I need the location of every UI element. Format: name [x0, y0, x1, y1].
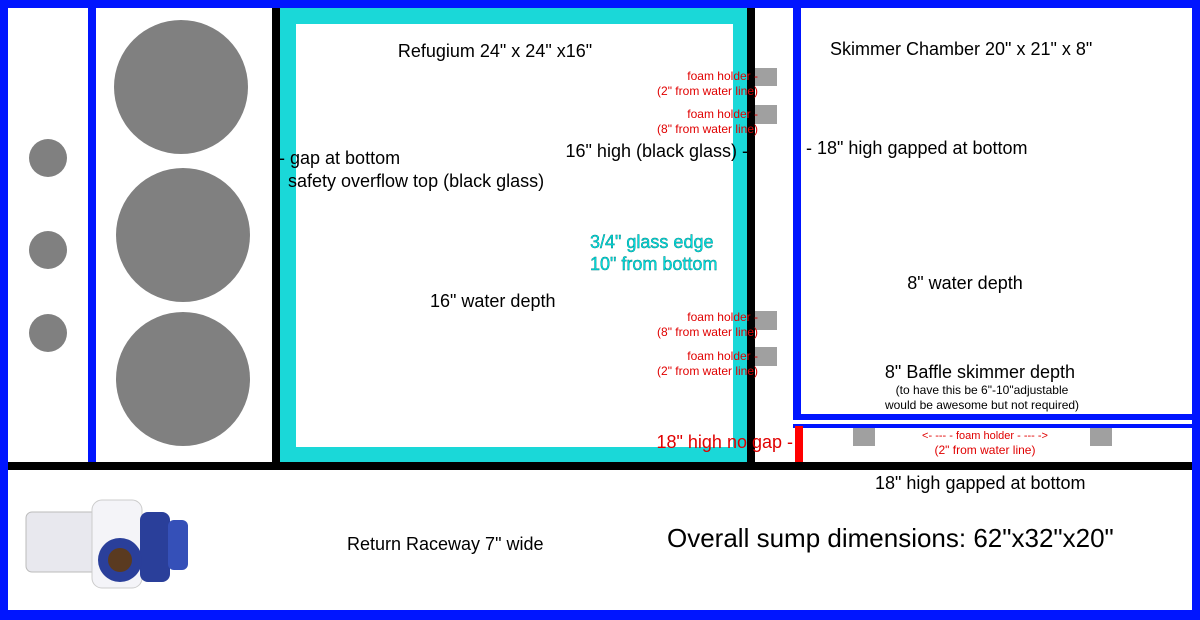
- foam-label: foam holder -: [687, 349, 758, 363]
- skimmer-title: Skimmer Chamber 20" x 21" x 8": [830, 39, 1092, 59]
- foam-note: (2" from water line): [657, 84, 758, 98]
- baffle: [793, 8, 801, 420]
- water-depth: 8" water depth: [907, 273, 1022, 293]
- overall-dimensions: Overall sump dimensions: 62"x32"x20": [667, 523, 1114, 553]
- baffle-note: (to have this be 6"-10"adjustable: [896, 383, 1069, 397]
- small-pipe: [29, 231, 67, 269]
- black-glass: [272, 8, 280, 462]
- overflow-label: safety overflow top (black glass): [288, 171, 544, 191]
- refugium-title: Refugium 24" x 24" x16": [398, 41, 592, 61]
- wall-label: 16" high (black glass) -: [566, 141, 748, 161]
- foam-holder: [755, 347, 777, 366]
- wall-label: - 18" high gapped at bottom: [806, 138, 1028, 158]
- foam-note: (2" from water line): [935, 443, 1036, 457]
- filter-sock: [116, 168, 250, 302]
- overflow-label: - gap at bottom: [279, 148, 400, 168]
- glass-edge-label: 3/4" glass edge: [590, 232, 713, 252]
- black-glass: [747, 8, 755, 462]
- filter-sock: [114, 20, 248, 154]
- foam-label: foam holder -: [687, 69, 758, 83]
- foam-holder: [755, 105, 777, 124]
- divider: [88, 8, 96, 462]
- baffle-label: 8" Baffle skimmer depth: [885, 362, 1075, 382]
- foam-label: foam holder -: [687, 310, 758, 324]
- foam-label: foam holder -: [687, 107, 758, 121]
- no-gap-wall: [795, 426, 803, 462]
- filter-sock: [116, 312, 250, 446]
- baffle-note: would be awesome but not required): [884, 398, 1079, 412]
- foam-note: (8" from water line): [657, 122, 758, 136]
- return-pump: [25, 499, 188, 589]
- foam-holder: [755, 68, 777, 86]
- water-depth: 16" water depth: [430, 291, 555, 311]
- foam-holder: [755, 311, 777, 330]
- wall-label: 18" high gapped at bottom: [875, 473, 1086, 493]
- small-pipe: [29, 314, 67, 352]
- foam-note: (2" from water line): [657, 364, 758, 378]
- black-glass: [8, 462, 1192, 470]
- baffle: [793, 424, 1192, 428]
- small-pipe: [29, 139, 67, 177]
- no-gap-label: 18" high no gap -: [657, 432, 794, 452]
- refugium: [296, 24, 733, 447]
- foam-note: (8" from water line): [657, 325, 758, 339]
- foam-label: <- --- - foam holder - --- ->: [922, 430, 1048, 442]
- glass-edge-label: 10" from bottom: [590, 254, 717, 274]
- foam-holder: [853, 428, 875, 446]
- return-title: Return Raceway 7" wide: [347, 534, 543, 554]
- foam-holder: [1090, 428, 1112, 446]
- baffle: [793, 414, 1192, 420]
